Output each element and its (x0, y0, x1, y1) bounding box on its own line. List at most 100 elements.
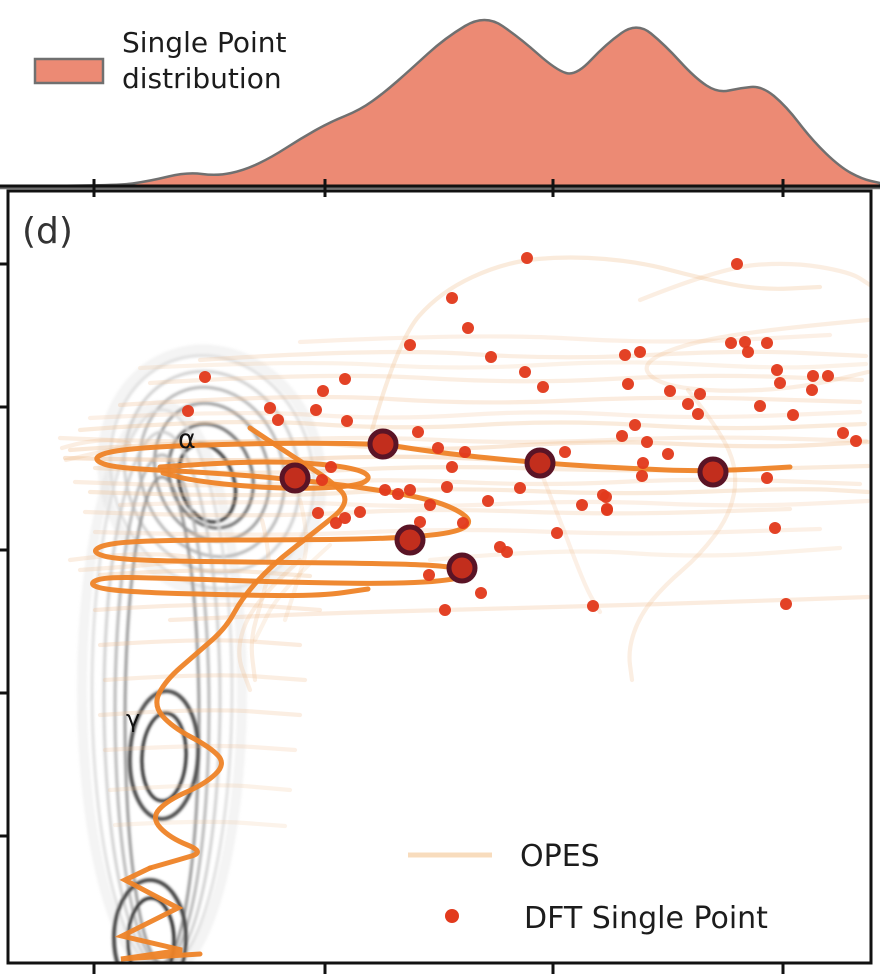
marginal-legend: Single Point distribution (33, 26, 287, 95)
distribution-legend-swatch (33, 57, 105, 85)
opes-legend-label: OPES (520, 839, 600, 874)
highlighted-trajectory-segment (90, 440, 793, 599)
dft-point (330, 517, 342, 529)
dft-point (807, 370, 819, 382)
opes-trajectory-line (252, 542, 333, 643)
dft-point (731, 258, 743, 270)
opes-trajectory-line (82, 506, 793, 518)
dft-point (837, 427, 849, 439)
dft-point (475, 587, 487, 599)
dft-point (412, 426, 424, 438)
contour-line (113, 453, 211, 962)
dft-point (199, 371, 211, 383)
dft-point (521, 252, 533, 264)
dft-point (404, 484, 416, 496)
highlighted-trajectory-segment (147, 425, 348, 871)
highlighted-opes-trajectory (90, 425, 793, 962)
distribution-area (0, 18, 880, 190)
dft-point (616, 430, 628, 442)
dft-point (664, 385, 676, 397)
dft-point (551, 527, 563, 539)
dft-point (806, 384, 818, 396)
dft-point (662, 448, 674, 460)
dft-point (576, 499, 588, 511)
opes-trajectory-line (97, 638, 303, 648)
dft-point (325, 461, 337, 473)
dft-point (641, 436, 653, 448)
milestone-point (524, 447, 556, 479)
dft-point (742, 346, 754, 358)
dft-legend-dot (445, 909, 459, 923)
opes-trajectory-line (102, 673, 308, 683)
contour-line (90, 408, 234, 962)
dft-point (787, 409, 799, 421)
marginal-axis-ticks (92, 179, 785, 197)
dft-point (822, 370, 834, 382)
opes-trajectory-line (637, 261, 870, 303)
dft-point (739, 336, 751, 348)
contour-line (112, 878, 188, 962)
dft-point (754, 400, 766, 412)
dft-point (264, 402, 276, 414)
dft-point (629, 419, 641, 431)
opes-trajectory-line (97, 568, 313, 579)
dft-point (312, 507, 324, 519)
dft-point (457, 517, 469, 529)
opes-trajectory-line (92, 602, 323, 613)
dft-point (414, 516, 426, 528)
dft-point (459, 446, 471, 458)
opes-trajectory-line (87, 409, 863, 421)
state-annotations: αγ (126, 424, 196, 733)
panel-label: (d) (22, 211, 73, 252)
dft-point (537, 381, 549, 393)
dft-point (637, 457, 649, 469)
opes-trajectory-line (282, 497, 309, 623)
dft-point (354, 506, 366, 518)
dft-point (692, 408, 704, 420)
dft-point (432, 442, 444, 454)
milestone-points (279, 428, 729, 584)
dft-point (769, 522, 781, 534)
dft-point (316, 474, 328, 486)
dft-point (600, 491, 612, 503)
contour-line (140, 711, 188, 803)
dft-point (501, 546, 513, 558)
contour-line (127, 689, 201, 821)
milestone-point (279, 462, 311, 494)
opes-trajectory-line (369, 255, 823, 433)
plot-frame (6, 189, 873, 965)
opes-trajectory-line (59, 438, 132, 463)
contour-line (123, 475, 201, 962)
dft-point (601, 503, 613, 515)
opes-trajectory-line (117, 394, 863, 408)
dft-point (439, 604, 451, 616)
opes-trajectory-line (197, 349, 869, 363)
dft-point (694, 388, 706, 400)
milestone-point (697, 456, 729, 488)
opes-trajectory-line (137, 360, 869, 371)
dft-point (482, 495, 494, 507)
dft-point (462, 322, 474, 334)
milestone-point (367, 428, 399, 460)
dft-legend-label: DFT Single Point (524, 901, 768, 936)
dft-point (441, 481, 453, 493)
dft-point (780, 598, 792, 610)
opes-trajectory-line (102, 743, 298, 753)
dft-point (392, 488, 404, 500)
dft-point (634, 346, 646, 358)
marginal-distribution-panel: Single Point distribution (0, 18, 880, 197)
dft-point (182, 405, 194, 417)
opes-trajectory-line (57, 435, 869, 445)
dft-point (850, 435, 862, 447)
dft-point (619, 349, 631, 361)
dft-point (485, 351, 497, 363)
dft-point (341, 415, 353, 427)
opes-trajectory-line (147, 373, 865, 386)
highlighted-trajectory-segment (114, 865, 203, 962)
dft-point (404, 339, 416, 351)
main-legend: OPES DFT Single Point (408, 839, 768, 936)
dft-point (446, 461, 458, 473)
opes-trajectory-line (537, 467, 603, 615)
